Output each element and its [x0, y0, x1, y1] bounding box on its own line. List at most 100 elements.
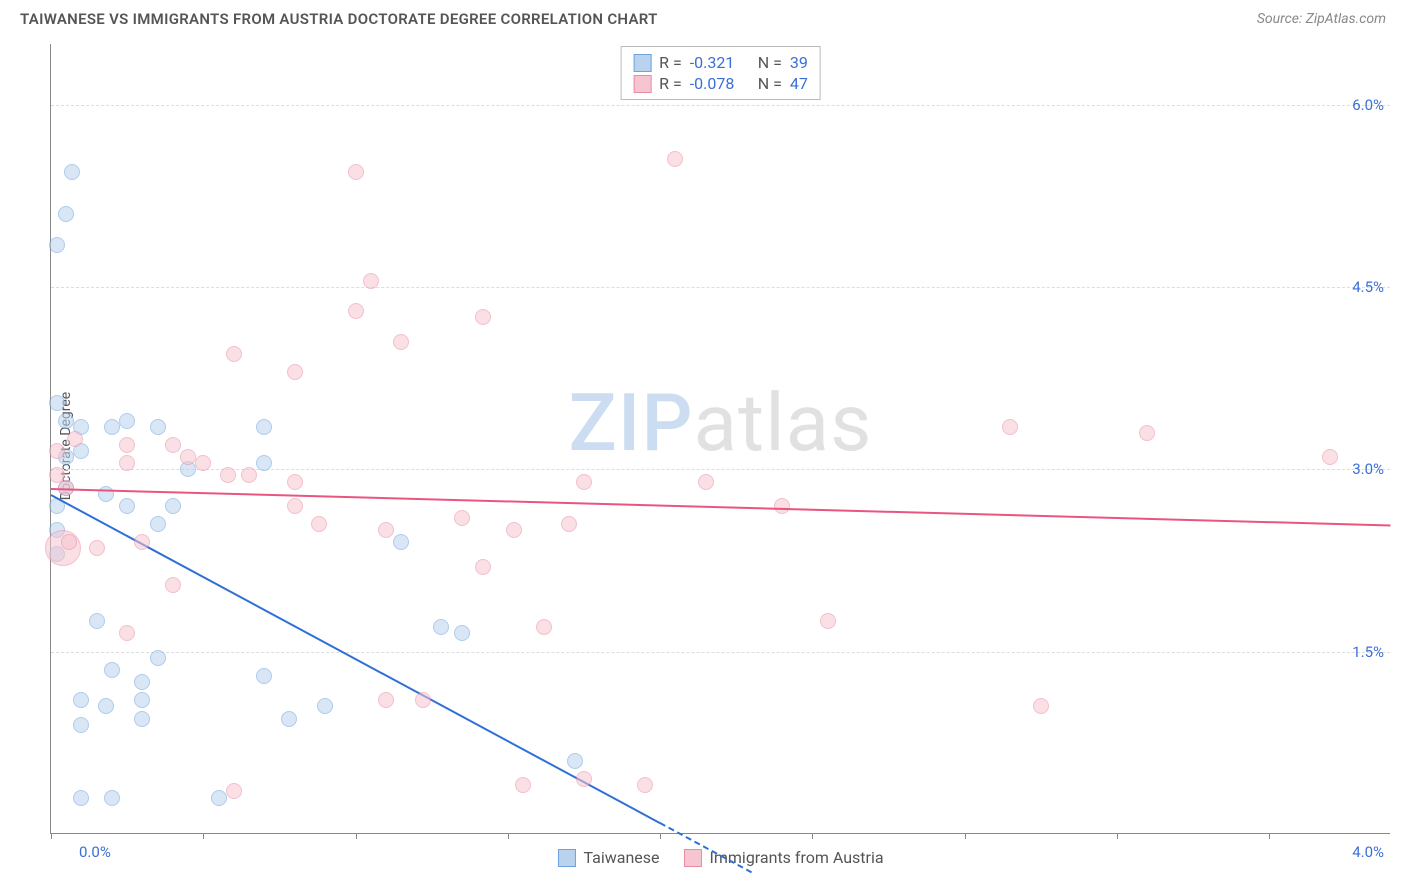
stat-n-label: N = [758, 74, 782, 93]
scatter-point [1002, 419, 1018, 435]
scatter-point [134, 674, 150, 690]
scatter-point [256, 455, 272, 471]
scatter-point [165, 498, 181, 514]
scatter-point [165, 577, 181, 593]
stat-n-value: 39 [790, 53, 808, 72]
scatter-point [119, 625, 135, 641]
scatter-point [433, 619, 449, 635]
scatter-point [317, 698, 333, 714]
legend-swatch [633, 75, 651, 93]
x-tick [508, 833, 509, 839]
stat-n-value: 47 [790, 74, 808, 93]
x-tick [203, 833, 204, 839]
scatter-point [119, 455, 135, 471]
scatter-point [104, 662, 120, 678]
scatter-point [98, 486, 114, 502]
chart-title: TAIWANESE VS IMMIGRANTS FROM AUSTRIA DOC… [20, 10, 658, 28]
scatter-point [348, 164, 364, 180]
scatter-point [576, 771, 592, 787]
scatter-point [287, 364, 303, 380]
stats-legend-box: R = -0.321 N = 39 R = -0.078 N = 47 [620, 46, 821, 100]
scatter-point [67, 431, 83, 447]
scatter-point [311, 516, 327, 532]
legend-swatch [633, 54, 651, 72]
scatter-point [61, 534, 77, 550]
x-tick [51, 833, 52, 839]
trend-line [51, 488, 1391, 526]
scatter-point [73, 790, 89, 806]
scatter-point [415, 692, 431, 708]
watermark: ZIPatlas [569, 376, 873, 470]
x-tick [660, 833, 661, 839]
gridline [51, 105, 1390, 106]
scatter-point [58, 413, 74, 429]
scatter-point [226, 346, 242, 362]
y-tick-label: 4.5% [1352, 278, 1384, 296]
bottom-legend: TaiwaneseImmigrants from Austria [557, 848, 883, 867]
scatter-point [378, 522, 394, 538]
scatter-point [287, 474, 303, 490]
scatter-point [281, 711, 297, 727]
scatter-point [165, 437, 181, 453]
scatter-point [393, 334, 409, 350]
gridline [51, 652, 1390, 653]
stat-n-label: N = [758, 53, 782, 72]
stat-r-value: -0.321 [690, 53, 750, 72]
scatter-point [104, 419, 120, 435]
legend-swatch [557, 849, 575, 867]
stats-row: R =-0.321N =39 [633, 53, 808, 72]
scatter-point [241, 467, 257, 483]
stat-r-value: -0.078 [690, 74, 750, 93]
x-tick [1117, 833, 1118, 839]
scatter-point [134, 711, 150, 727]
scatter-point [1033, 698, 1049, 714]
scatter-point [506, 522, 522, 538]
scatter-point [73, 692, 89, 708]
scatter-point [515, 777, 531, 793]
scatter-point [226, 783, 242, 799]
stat-r-label: R = [659, 74, 682, 93]
scatter-point [256, 419, 272, 435]
scatter-point [454, 625, 470, 641]
stats-row: R = -0.078 N = 47 [633, 74, 808, 93]
y-tick-label: 3.0% [1352, 460, 1384, 478]
scatter-point [393, 534, 409, 550]
scatter-point [180, 449, 196, 465]
x-tick [812, 833, 813, 839]
scatter-point [348, 303, 364, 319]
scatter-point [567, 753, 583, 769]
legend-item: Taiwanese [557, 848, 659, 867]
scatter-point [820, 613, 836, 629]
scatter-point [89, 540, 105, 556]
y-tick-label: 6.0% [1352, 96, 1384, 114]
scatter-point [1322, 449, 1338, 465]
scatter-point [220, 467, 236, 483]
x-axis-min-label: 0.0% [79, 843, 111, 861]
scatter-point [1139, 425, 1155, 441]
scatter-point [454, 510, 470, 526]
x-tick [1269, 833, 1270, 839]
scatter-point [49, 395, 65, 411]
scatter-point [58, 206, 74, 222]
scatter-point [637, 777, 653, 793]
gridline [51, 287, 1390, 288]
chart-plot-area: ZIPatlas R =-0.321N =39R =-0.078N =47 Ta… [50, 44, 1390, 834]
scatter-point [378, 692, 394, 708]
scatter-point [98, 698, 114, 714]
scatter-point [104, 790, 120, 806]
scatter-point [287, 498, 303, 514]
scatter-point [134, 534, 150, 550]
scatter-point [561, 516, 577, 532]
scatter-point [475, 559, 491, 575]
y-tick-label: 1.5% [1352, 643, 1384, 661]
scatter-point [576, 474, 592, 490]
x-axis-max-label: 4.0% [1352, 843, 1384, 861]
source-label: Source: ZipAtlas.com [1257, 11, 1386, 27]
scatter-point [475, 309, 491, 325]
scatter-point [49, 443, 65, 459]
scatter-point [256, 668, 272, 684]
x-tick [356, 833, 357, 839]
scatter-point [363, 273, 379, 289]
scatter-point [536, 619, 552, 635]
scatter-point [119, 437, 135, 453]
